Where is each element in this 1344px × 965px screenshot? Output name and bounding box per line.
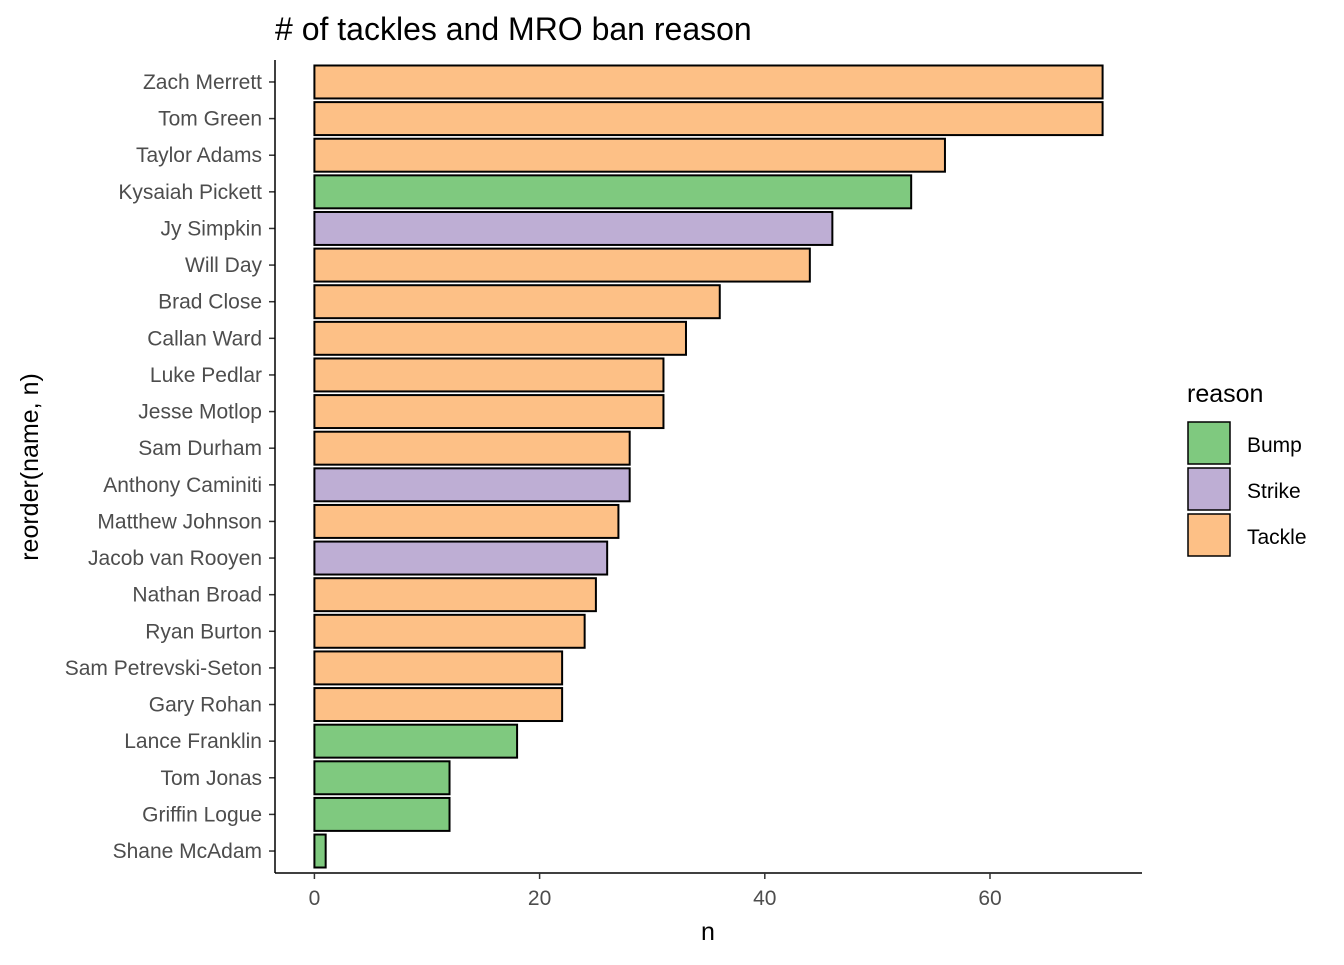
legend-label: Strike — [1247, 480, 1301, 503]
y-tick-label: Ryan Burton — [145, 620, 262, 643]
y-tick-label: Brad Close — [158, 291, 262, 314]
bar — [313, 137, 946, 173]
legend-label: Bump — [1247, 434, 1302, 457]
bar — [313, 833, 327, 869]
y-tick-label: Will Day — [185, 254, 262, 277]
bars-layer — [313, 64, 1104, 869]
x-tick-labels: 0 20 40 60 — [309, 887, 1002, 910]
legend-key — [1187, 421, 1231, 465]
y-axis-title: reorder(name, n) — [16, 373, 44, 561]
bar — [313, 540, 609, 576]
bar — [313, 467, 631, 503]
bar — [313, 723, 519, 759]
y-tick-labels: Zach Merrett Tom Green Taylor Adams Kysaiah… — [65, 71, 263, 863]
bar — [313, 357, 665, 393]
y-tick-label: Kysaiah Pickett — [118, 181, 262, 204]
y-tick-label: Tom Jonas — [160, 767, 262, 790]
legend-key — [1187, 513, 1231, 557]
bar — [313, 247, 811, 283]
x-tick-label: 40 — [753, 887, 776, 910]
y-tick-label: Matthew Johnson — [97, 510, 262, 533]
bar — [313, 394, 665, 430]
chart-title: # of tackles and MRO ban reason — [275, 11, 752, 47]
y-tick-label: Jesse Motlop — [138, 401, 262, 424]
bar — [313, 503, 620, 539]
y-tick-label: Zach Merrett — [143, 71, 262, 94]
y-tick-label: Tom Green — [158, 108, 262, 131]
bar — [313, 101, 1104, 137]
bar — [313, 687, 564, 723]
y-tick-label: Sam Petrevski-Seton — [65, 657, 262, 680]
x-tick-label: 60 — [978, 887, 1001, 910]
x-axis-title: n — [701, 918, 715, 946]
y-tick-label: Taylor Adams — [136, 144, 262, 167]
y-tick-label: Jacob van Rooyen — [88, 547, 262, 570]
y-tick-label: Lance Franklin — [124, 730, 262, 753]
bar — [313, 613, 586, 649]
y-tick-label: Sam Durham — [138, 437, 262, 460]
bar — [313, 577, 597, 613]
y-tick-label: Gary Rohan — [149, 694, 262, 717]
bar — [313, 284, 721, 320]
bar — [313, 174, 913, 210]
bar — [313, 320, 687, 356]
bar — [313, 210, 834, 246]
legend-entries: Bump Strike Tackle — [1187, 421, 1307, 557]
bar — [313, 760, 451, 796]
y-tick-label: Shane McAdam — [113, 840, 262, 863]
y-tick-label: Anthony Caminiti — [103, 474, 262, 497]
y-tick-label: Luke Pedlar — [150, 364, 262, 387]
x-tick-label: 20 — [528, 887, 551, 910]
legend: reason Bump Strike Tackle — [1187, 380, 1307, 557]
legend-label: Tackle — [1247, 526, 1307, 549]
y-tick-label: Nathan Broad — [132, 584, 262, 607]
bar — [313, 796, 451, 832]
y-tick-label: Jy Simpkin — [160, 217, 262, 240]
legend-title: reason — [1187, 380, 1263, 408]
bar — [313, 430, 631, 466]
bar — [313, 64, 1104, 100]
legend-key — [1187, 467, 1231, 511]
axes-layer — [269, 60, 1142, 879]
x-tick-label: 0 — [309, 887, 321, 910]
bar — [313, 650, 564, 686]
y-tick-label: Callan Ward — [147, 327, 262, 350]
y-tick-label: Griffin Logue — [142, 803, 262, 826]
